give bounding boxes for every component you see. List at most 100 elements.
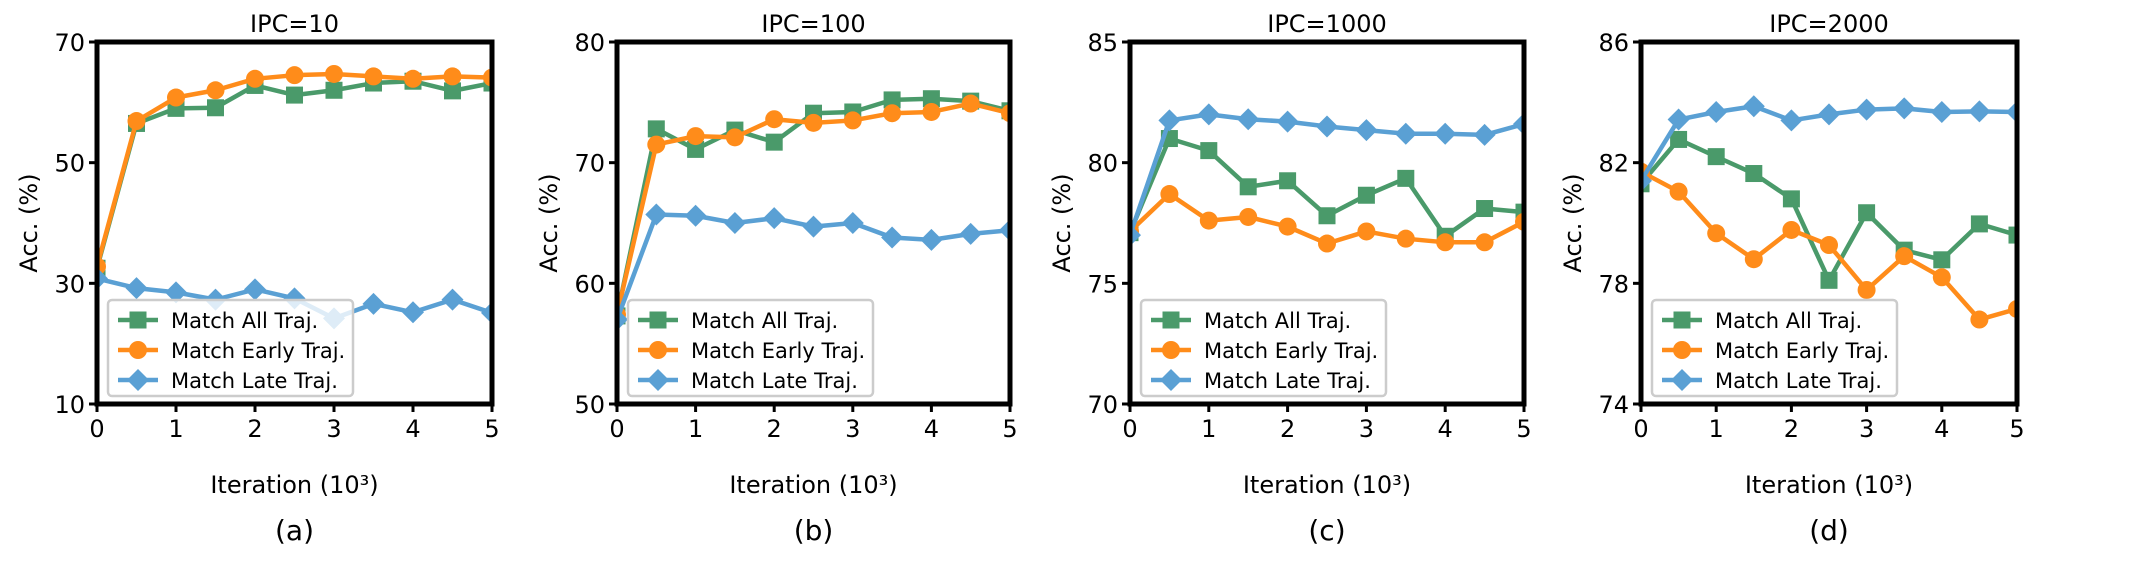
marker-circle: [647, 135, 666, 154]
subplot-title: IPC=2000: [1769, 10, 1889, 38]
y-axis-label: Acc. (%): [535, 173, 563, 272]
marker-square: [1820, 271, 1838, 289]
legend-item: Match All Traj.: [1662, 309, 1862, 333]
marker-square: [444, 82, 461, 100]
y-tick-label: 75: [1087, 270, 1118, 298]
y-axis-label: Acc. (%): [1048, 173, 1076, 272]
series-diamond: [1641, 95, 2017, 192]
marker-circle: [1278, 217, 1297, 236]
marker-diamond: [1742, 95, 1765, 118]
legend-label: Match Late Traj.: [691, 369, 858, 393]
marker-circle: [1744, 250, 1763, 269]
axes-frame: [94, 39, 495, 407]
plot-area: [617, 90, 1010, 331]
legend-label: Match Late Traj.: [171, 369, 338, 393]
marker-square: [1858, 204, 1876, 222]
marker-circle: [843, 111, 862, 130]
plot-area: [97, 64, 492, 330]
legend-item: Match Late Traj.: [1662, 369, 1882, 393]
marker-circle: [1970, 310, 1989, 329]
marker-square: [922, 90, 940, 108]
marker-diamond: [920, 228, 943, 251]
marker-circle: [206, 81, 225, 100]
marker-square: [1239, 178, 1257, 196]
legend: Match All Traj. Match Early Traj. Match La…: [1139, 298, 1388, 398]
marker-circle: [1782, 220, 1801, 239]
marker-diamond: [1705, 100, 1728, 123]
marker-circle: [1673, 341, 1691, 359]
marker-square: [1782, 190, 1800, 208]
x-tick-label: 2: [1280, 415, 1295, 443]
legend-label: Match Early Traj.: [171, 339, 345, 363]
marker-diamond: [481, 301, 492, 324]
subplot-b: 0 1 2 3 4 5 50 60 70 80 IPC=100 Iteration (10³) Acc.…: [535, 10, 1018, 547]
y-tick-label: 50: [54, 150, 85, 178]
panel-caption: (c): [1308, 514, 1345, 547]
marker-circle: [285, 66, 304, 85]
legend-label: Match All Traj.: [1715, 309, 1862, 333]
x-tick-label: 4: [1438, 415, 1453, 443]
x-tick-label: 1: [1709, 415, 1724, 443]
marker-circle: [1436, 233, 1455, 252]
marker-square: [883, 91, 901, 109]
marker-circle: [765, 110, 784, 129]
panel-caption: (d): [1809, 514, 1849, 547]
x-tick-label: 1: [168, 415, 183, 443]
marker-circle: [129, 341, 147, 359]
marker-circle: [364, 67, 383, 86]
marker-diamond: [165, 281, 187, 304]
x-tick-label: 2: [767, 415, 782, 443]
marker-square: [1397, 169, 1415, 187]
x-tick-label: 4: [924, 415, 939, 443]
legend: Match All Traj. Match Early Traj. Match La…: [626, 298, 875, 398]
x-tick-label: 2: [1784, 415, 1799, 443]
legend-item: Match Late Traj.: [118, 369, 338, 393]
marker-circle: [804, 113, 823, 132]
marker-diamond: [244, 278, 266, 301]
axes-frame: [614, 39, 1013, 407]
subplot-title: IPC=10: [250, 10, 339, 38]
marker-circle: [686, 127, 705, 146]
marker-diamond: [1930, 100, 1953, 123]
y-tick-label: 82: [1598, 150, 1629, 178]
legend-item: Match Early Traj.: [638, 339, 865, 363]
x-axis-label: Iteration (10³): [1243, 471, 1411, 499]
marker-circle: [325, 64, 343, 83]
subplot-title: IPC=1000: [1267, 10, 1387, 38]
x-axis-label: Iteration (10³): [1745, 471, 1913, 499]
y-tick-label: 70: [574, 150, 605, 178]
marker-circle: [1669, 182, 1688, 201]
marker-square: [1515, 203, 1524, 221]
marker-diamond: [1158, 109, 1181, 132]
marker-circle: [1162, 341, 1180, 359]
marker-square: [1279, 172, 1297, 190]
series-line: [617, 101, 1010, 316]
legend-label: Match Early Traj.: [1715, 339, 1889, 363]
legend-item: Match Early Traj.: [118, 339, 345, 363]
axes-frame: [1127, 39, 1527, 407]
x-tick-label: 5: [484, 415, 499, 443]
series-circle: [617, 94, 1010, 324]
series-square: [1130, 130, 1524, 245]
marker-diamond: [441, 288, 464, 311]
x-tick-label: 3: [845, 415, 860, 443]
marker-circle: [1199, 211, 1218, 230]
series-square: [617, 90, 1010, 325]
marker-circle: [1932, 268, 1951, 287]
legend-label: Match All Traj.: [171, 309, 318, 333]
marker-square: [1933, 251, 1951, 269]
panel-caption: (a): [275, 514, 314, 547]
marker-diamond: [959, 222, 982, 245]
y-tick-label: 80: [1087, 150, 1118, 178]
series-diamond: [1130, 103, 1524, 247]
series-diamond: [617, 203, 1010, 331]
marker-diamond: [2006, 100, 2017, 123]
y-tick-label: 86: [1598, 29, 1629, 57]
marker-circle: [246, 69, 264, 88]
marker-diamond: [1968, 100, 1991, 123]
marker-diamond: [1237, 108, 1260, 131]
x-tick-label: 0: [1122, 415, 1137, 443]
x-tick-label: 5: [2009, 415, 2024, 443]
marker-diamond: [97, 267, 108, 290]
legend-label: Match Early Traj.: [691, 339, 865, 363]
